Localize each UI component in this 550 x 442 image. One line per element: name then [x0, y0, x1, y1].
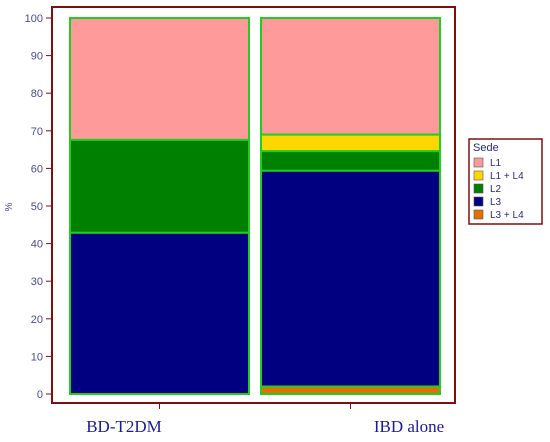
legend-title: Sede	[473, 142, 499, 154]
bar-segment-l2-1	[69, 138, 250, 234]
y-axis-label: %	[4, 202, 15, 211]
legend-swatch	[473, 170, 484, 181]
legend-swatch	[473, 196, 484, 207]
bar-segment-l3-1	[69, 231, 250, 395]
bar-segment-l1l4-2	[260, 133, 441, 153]
bars	[69, 17, 441, 396]
x-category-label: IBD alone	[374, 417, 444, 436]
bar-segment-l1-1	[69, 17, 250, 141]
legend-label: L1 + L4	[490, 171, 524, 182]
legend: Sede L1 L1 + L4 L2 L3 L3 + L4	[468, 138, 543, 225]
bar-segment-l1-2	[260, 17, 441, 136]
legend-swatch	[473, 183, 484, 194]
y-tick-label: 20	[31, 314, 43, 326]
legend-swatch	[473, 157, 484, 168]
legend-label: L3 + L4	[490, 210, 524, 221]
y-tick-label: 0	[37, 389, 43, 401]
legend-label: L3	[490, 197, 502, 208]
legend-label: L1	[490, 158, 502, 169]
x-axis-labels: BD-T2DM IBD alone	[86, 403, 444, 436]
y-tick-label: 30	[31, 276, 43, 288]
x-category-label: BD-T2DM	[86, 417, 162, 436]
y-tick-label: 60	[31, 163, 43, 175]
y-tick-label: 100	[25, 13, 43, 25]
legend-label: L2	[490, 184, 502, 195]
y-tick-label: 90	[31, 51, 43, 63]
bar-segment-l3-2	[260, 169, 441, 388]
y-axis-ticks: 0 10 20 30 40 50 60 70 80 90 100	[25, 13, 52, 401]
y-tick-label: 70	[31, 126, 43, 138]
bar-segment-l3l4-2	[260, 385, 441, 396]
bar-segment-l2-2	[260, 150, 441, 172]
legend-swatch	[473, 209, 484, 220]
y-tick-label: 50	[31, 201, 43, 213]
y-tick-label: 10	[31, 351, 43, 363]
y-tick-label: 80	[31, 88, 43, 100]
y-tick-label: 40	[31, 239, 43, 251]
